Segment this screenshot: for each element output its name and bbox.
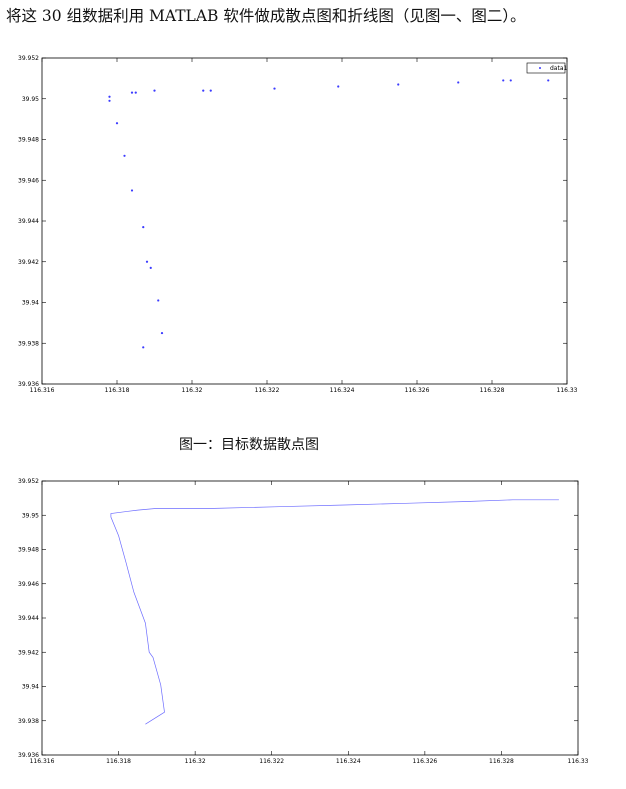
y-tick-label: 39.948 xyxy=(18,137,39,144)
y-tick-label: 39.952 xyxy=(18,55,39,62)
y-tick-label: 39.95 xyxy=(22,512,39,519)
data-point xyxy=(108,99,111,102)
x-tick-label: 116.328 xyxy=(480,387,505,394)
data-point xyxy=(509,79,512,82)
x-tick-label: 116.318 xyxy=(106,758,131,765)
data-point xyxy=(142,226,145,229)
data-point xyxy=(547,79,550,82)
scatter-chart: 116.316 116.318 116.32 116.322 116.324 116.32… xyxy=(18,55,578,394)
data-point xyxy=(457,81,460,84)
y-tick-label: 39.938 xyxy=(18,340,39,347)
axis-ticks: 116.316 116.318 116.32 116.322 116.324 116.32… xyxy=(18,478,589,765)
x-tick-label: 116.322 xyxy=(259,758,284,765)
plot-area-frame xyxy=(41,57,568,385)
y-tick-label: 39.942 xyxy=(18,259,39,266)
data-point xyxy=(160,331,164,335)
y-tick-label: 39.94 xyxy=(22,684,39,691)
y-tick-label: 39.944 xyxy=(18,218,39,225)
y-tick-label: 39.938 xyxy=(18,718,39,725)
x-tick-label: 116.33 xyxy=(568,758,589,765)
data-point xyxy=(502,79,505,82)
data-point xyxy=(130,189,134,192)
y-tick-label: 39.946 xyxy=(18,177,39,184)
y-tick-label: 39.95 xyxy=(22,96,39,103)
x-tick-label: 116.316 xyxy=(30,758,55,765)
figure1-caption: 图一：目标数据散点图 xyxy=(179,437,319,453)
data-point xyxy=(397,83,400,86)
data-point xyxy=(153,89,156,92)
y-tick-label: 39.948 xyxy=(18,547,39,554)
data-point xyxy=(202,89,205,92)
x-tick-label: 116.324 xyxy=(336,758,361,765)
series-line xyxy=(110,499,559,725)
legend-box xyxy=(526,62,566,74)
x-tick-label: 116.316 xyxy=(30,387,55,394)
data-point xyxy=(108,95,111,98)
data-point xyxy=(337,85,340,88)
x-tick-label: 116.33 xyxy=(557,387,578,394)
y-tick-label: 39.946 xyxy=(18,581,39,588)
data-point xyxy=(273,87,276,90)
line-chart: 116.316 116.318 116.32 116.322 116.324 116.32… xyxy=(18,478,589,765)
data-point xyxy=(149,266,152,269)
y-tick-label: 39.944 xyxy=(18,615,39,622)
data-point xyxy=(134,91,137,94)
x-tick-label: 116.326 xyxy=(405,387,430,394)
y-tick-label: 39.936 xyxy=(18,381,39,388)
data-point xyxy=(123,154,126,157)
intro-paragraph: 将这 30 组数据利用 MATLAB 软件做成散点图和折线图（见图一、图二）。 xyxy=(6,7,526,25)
plot-area-frame xyxy=(41,480,579,756)
data-point xyxy=(157,299,160,302)
y-tick-label: 39.94 xyxy=(22,300,39,307)
x-tick-label: 116.322 xyxy=(255,387,280,394)
legend: data1 xyxy=(526,62,568,74)
x-tick-label: 116.328 xyxy=(489,758,514,765)
line-series xyxy=(110,499,559,725)
data-point xyxy=(130,91,134,94)
data-point xyxy=(115,122,119,125)
y-tick-label: 39.952 xyxy=(18,478,39,485)
x-tick-label: 116.326 xyxy=(412,758,437,765)
y-tick-label: 39.936 xyxy=(18,752,39,759)
x-tick-label: 116.32 xyxy=(185,758,206,765)
x-tick-label: 116.324 xyxy=(330,387,355,394)
legend-marker xyxy=(539,67,541,69)
axis-ticks: 116.316 116.318 116.32 116.322 116.324 116.32… xyxy=(18,55,578,394)
legend-label: data1 xyxy=(550,65,568,72)
data-point xyxy=(142,346,145,349)
x-tick-label: 116.318 xyxy=(105,387,130,394)
data-point xyxy=(145,260,149,263)
scatter-points xyxy=(108,79,550,349)
y-tick-label: 39.942 xyxy=(18,649,39,656)
x-tick-label: 116.32 xyxy=(182,387,203,394)
data-point xyxy=(209,89,212,92)
